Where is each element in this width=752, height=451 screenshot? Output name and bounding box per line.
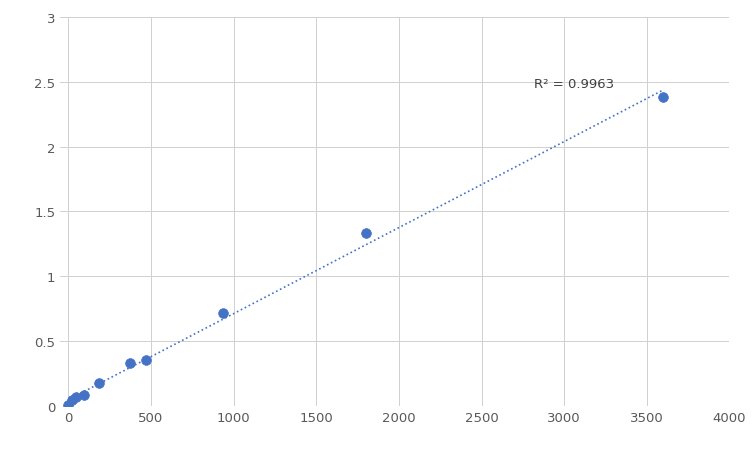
Point [217,309,229,317]
Text: R² = 0.9963: R² = 0.9963 [535,78,614,91]
Point [93,380,105,387]
Point [70,394,82,401]
Point [360,230,372,238]
Point [62,402,74,409]
Point [657,95,669,102]
Point [124,359,136,367]
Point [66,396,78,404]
Point [140,357,152,364]
Point [78,392,90,399]
